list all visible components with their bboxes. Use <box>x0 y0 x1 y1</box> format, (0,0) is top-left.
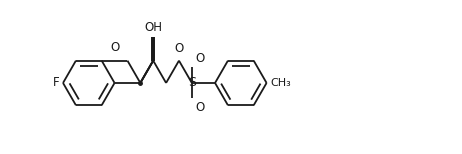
Text: O: O <box>174 42 183 55</box>
Text: S: S <box>188 76 196 89</box>
Text: F: F <box>53 76 59 89</box>
Text: O: O <box>196 101 205 114</box>
Text: O: O <box>196 52 205 65</box>
Text: O: O <box>110 41 119 54</box>
Text: CH₃: CH₃ <box>270 78 291 88</box>
Text: OH: OH <box>144 21 162 34</box>
